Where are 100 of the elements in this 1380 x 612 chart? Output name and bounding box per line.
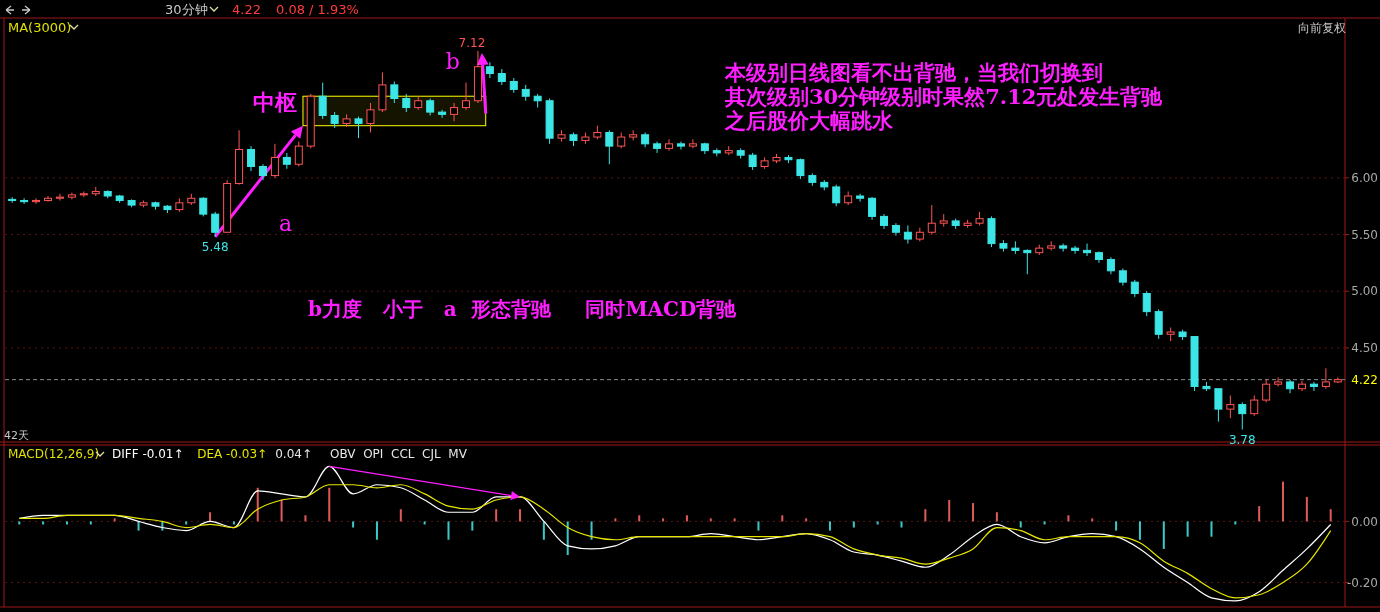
candlestick (903, 224, 912, 245)
candlestick (294, 141, 303, 168)
bar (900, 521, 903, 528)
bar (781, 515, 784, 522)
candlestick (43, 195, 52, 203)
bar (423, 521, 426, 525)
annotation: 其次级别30分钟级别时果然7.12元处发生背驰 (724, 84, 1164, 109)
candlestick (1250, 395, 1259, 417)
y-tick-label: 4.50 (1351, 341, 1378, 356)
candlestick (390, 80, 399, 104)
annotation: 中枢 (252, 89, 297, 116)
bar (1305, 496, 1308, 522)
bar (89, 521, 92, 525)
bar (542, 521, 545, 540)
candlestick (1262, 379, 1271, 403)
candlestick (1309, 381, 1318, 392)
bar (1091, 518, 1094, 522)
y-tick-label: 6.00 (1351, 171, 1378, 186)
bar (948, 500, 951, 522)
bar (995, 512, 998, 522)
candlestick (1274, 376, 1283, 387)
candlestick (1023, 248, 1032, 275)
bar (828, 521, 831, 531)
bar (18, 521, 21, 525)
candlestick (927, 204, 936, 236)
text: 0.08 / 1.93% (276, 2, 359, 17)
bar (447, 521, 450, 540)
bar (590, 521, 593, 540)
candlestick (605, 129, 614, 165)
bar (1043, 521, 1046, 525)
bar (280, 500, 283, 522)
annotation: 本级别日线图看不出背驰，当我们切换到 (724, 60, 1103, 85)
candlestick (402, 93, 411, 113)
candlestick (1071, 245, 1080, 255)
bar (638, 515, 641, 522)
bar (65, 521, 68, 525)
bar (495, 509, 498, 522)
candlestick (438, 109, 447, 119)
candlestick (665, 138, 674, 152)
bar (924, 509, 927, 522)
annotation: b (445, 48, 460, 74)
bar (1329, 509, 1332, 522)
bar (1115, 521, 1118, 531)
annotation: 向前复权 (1298, 21, 1346, 35)
annotation: OBV OPI CCL CJL MV (330, 447, 468, 461)
bar (757, 521, 760, 531)
text: 4.22 (232, 2, 261, 17)
annotation: 7.12 (458, 35, 486, 50)
candlestick (1214, 388, 1223, 423)
bar (733, 518, 736, 522)
bar (471, 521, 474, 531)
candlestick (366, 102, 375, 133)
annotation: a (279, 211, 293, 237)
candlestick (211, 211, 220, 238)
candlestick (485, 61, 494, 79)
bar (304, 515, 307, 522)
annotation: 3.78 (1228, 432, 1256, 447)
bar (805, 518, 808, 522)
candlestick (32, 197, 41, 205)
bar (1258, 506, 1261, 522)
bar (852, 521, 855, 528)
bar (972, 503, 975, 522)
candlestick (199, 196, 208, 217)
y-tick-label: 0.00 (1351, 514, 1378, 529)
candlestick (1154, 308, 1163, 340)
annotation: b力度 小于 a 形态背驰 同时MACD背驰 (308, 297, 738, 321)
candlestick (282, 152, 291, 170)
line-series (18, 484, 1332, 599)
candlestick (318, 82, 327, 120)
bar (1138, 521, 1141, 540)
bar (1067, 515, 1070, 522)
annotation: 之后股价大幅跳水 (724, 108, 894, 133)
candlestick (1321, 367, 1330, 390)
bar (185, 521, 188, 525)
bar (328, 487, 331, 522)
bar (1234, 521, 1237, 525)
candlestick (1083, 243, 1092, 257)
bar (876, 521, 879, 525)
text: DIFF -0.01↑ (112, 447, 184, 461)
y-tick-label: 5.00 (1351, 284, 1378, 299)
text: DEA -0.03↑ (197, 447, 268, 461)
annotation: 42天 (4, 429, 29, 442)
bar (352, 521, 355, 528)
bar (662, 518, 665, 522)
line-series (18, 465, 1332, 602)
bar (1282, 481, 1285, 522)
ref-line-label: 4.22 (1351, 372, 1378, 387)
candlestick (270, 143, 279, 179)
bar (519, 509, 522, 522)
candlestick (832, 184, 841, 207)
bar (209, 512, 212, 522)
bar (566, 521, 569, 556)
chart-title: MACD(12,26,9) (8, 447, 100, 461)
candlestick (247, 145, 256, 172)
bar (232, 521, 235, 525)
candlestick (1059, 243, 1068, 253)
candlestick (55, 193, 64, 202)
bar (375, 521, 378, 540)
annotation: MA(3000) (8, 20, 72, 35)
candlestick (462, 82, 470, 111)
